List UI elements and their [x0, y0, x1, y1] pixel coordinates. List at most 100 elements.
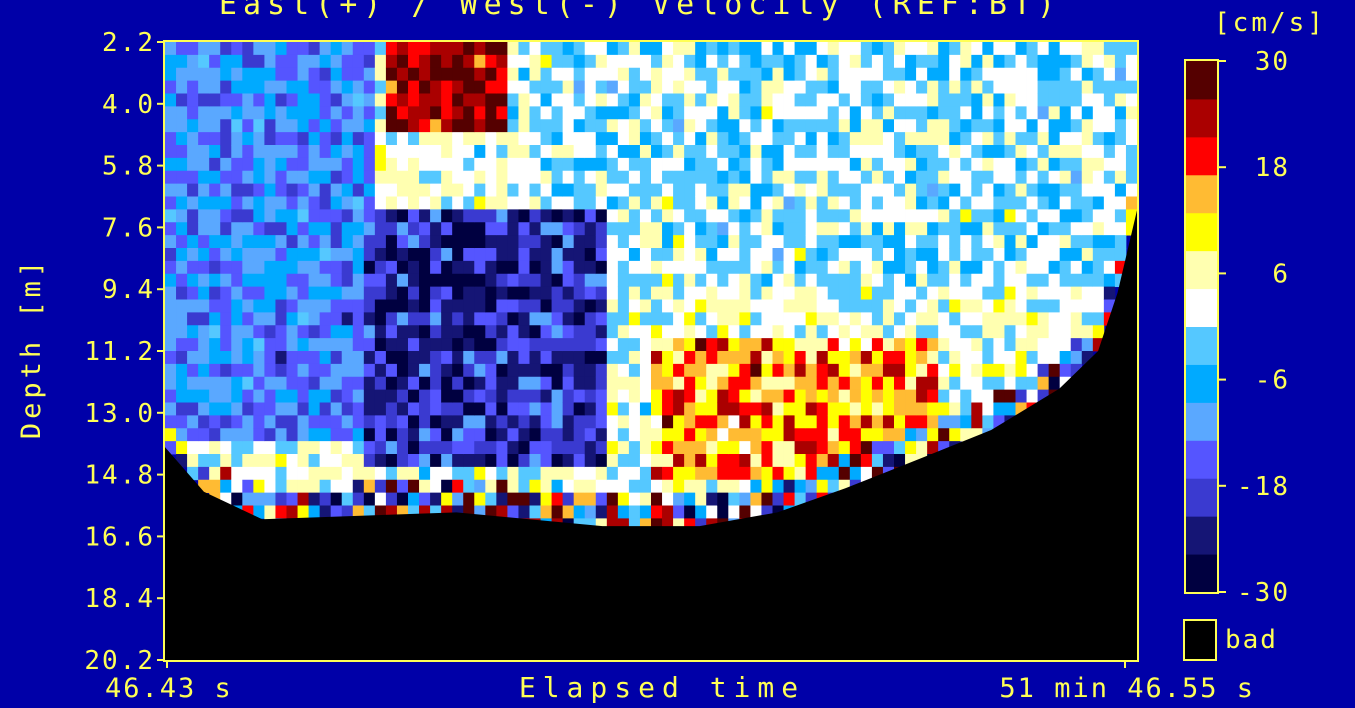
- heatmap-cell: [253, 441, 265, 455]
- heatmap-cell: [805, 479, 818, 494]
- heatmap-cell: [805, 325, 818, 339]
- heatmap-cell: [684, 505, 696, 519]
- heatmap-cell: [1081, 183, 1094, 197]
- heatmap-cell: [573, 67, 586, 82]
- heatmap-cell: [673, 183, 685, 197]
- heatmap-cell: [374, 415, 387, 429]
- heatmap-cell: [717, 67, 729, 82]
- heatmap-cell: [750, 183, 762, 197]
- heatmap-cell: [1026, 222, 1038, 236]
- heatmap-cell: [1015, 119, 1027, 133]
- heatmap-cell: [1048, 235, 1061, 249]
- heatmap-cell: [639, 157, 652, 172]
- heatmap-cell: [1048, 286, 1061, 300]
- heatmap-cell: [960, 183, 972, 197]
- heatmap-cell: [165, 183, 177, 197]
- heatmap-cell: [750, 428, 762, 442]
- heatmap-cell: [319, 106, 332, 120]
- heatmap-cell: [816, 299, 829, 313]
- heatmap-cell: [198, 454, 210, 468]
- heatmap-cell: [794, 119, 807, 133]
- heatmap-cell: [176, 441, 188, 455]
- heatmap-cell: [1125, 42, 1138, 56]
- heatmap-cell: [916, 106, 928, 120]
- heatmap-cell: [485, 196, 497, 210]
- heatmap-cell: [341, 67, 354, 82]
- heatmap-cell: [706, 235, 718, 249]
- heatmap-cell: [507, 209, 519, 223]
- heatmap-cell: [286, 363, 298, 378]
- heatmap-cell: [496, 157, 508, 172]
- heatmap-cell: [474, 454, 486, 468]
- heatmap-cell: [916, 376, 928, 391]
- heatmap-cell: [1015, 183, 1027, 197]
- heatmap-cell: [617, 325, 630, 339]
- heatmap-cell: [441, 505, 453, 519]
- heatmap-cell: [165, 119, 177, 133]
- heatmap-cell: [717, 351, 729, 365]
- heatmap-cell: [1114, 235, 1127, 249]
- heatmap-cell: [441, 312, 453, 326]
- heatmap-cell: [1026, 389, 1038, 403]
- heatmap-cell: [838, 402, 851, 416]
- heatmap-cell: [573, 479, 586, 494]
- heatmap-cell: [938, 67, 950, 82]
- heatmap-cell: [783, 93, 795, 107]
- heatmap-cell: [882, 441, 895, 455]
- heatmap-cell: [176, 132, 188, 146]
- heatmap-cell: [1070, 67, 1083, 82]
- heatmap-cell: [441, 54, 453, 69]
- heatmap-cell: [772, 106, 784, 120]
- heatmap-cell: [474, 170, 486, 185]
- heatmap-cell: [374, 132, 387, 146]
- heatmap-cell: [341, 363, 354, 378]
- heatmap-cell: [529, 42, 541, 56]
- heatmap-cell: [518, 325, 530, 339]
- heatmap-cell: [695, 170, 707, 185]
- heatmap-cell: [551, 235, 564, 249]
- heatmap-cell: [728, 441, 740, 455]
- heatmap-cell: [297, 466, 309, 481]
- heatmap-cell: [1103, 170, 1116, 185]
- heatmap-cell: [982, 132, 994, 146]
- heatmap-cell: [463, 325, 475, 339]
- heatmap-cell: [905, 132, 917, 146]
- heatmap-cell: [927, 54, 939, 69]
- heatmap-cell: [761, 93, 773, 107]
- heatmap-cell: [905, 222, 917, 236]
- heatmap-cell: [363, 389, 376, 403]
- heatmap-cell: [860, 415, 873, 429]
- heatmap-cell: [838, 119, 851, 133]
- heatmap-cell: [916, 389, 928, 403]
- heatmap-cell: [750, 376, 762, 391]
- heatmap-cell: [960, 299, 972, 313]
- heatmap-cell: [209, 196, 221, 210]
- heatmap-cell: [297, 402, 309, 416]
- heatmap-cell: [463, 93, 475, 107]
- heatmap-cell: [673, 80, 685, 94]
- heatmap-cell: [750, 145, 762, 159]
- heatmap-cell: [783, 299, 795, 313]
- heatmap-cell: [827, 145, 840, 159]
- heatmap-cell: [1103, 54, 1116, 69]
- heatmap-cell: [772, 299, 784, 313]
- heatmap-cell: [927, 273, 939, 288]
- heatmap-cell: [849, 54, 862, 69]
- heatmap-cell: [949, 157, 961, 172]
- heatmap-cell: [209, 248, 221, 262]
- heatmap-cell: [209, 54, 221, 69]
- heatmap-cell: [960, 389, 972, 403]
- heatmap-cell: [761, 402, 773, 416]
- heatmap-cell: [882, 248, 895, 262]
- heatmap-cell: [1070, 93, 1083, 107]
- heatmap-cell: [485, 286, 497, 300]
- heatmap-cell: [617, 505, 630, 519]
- heatmap-cell: [176, 209, 188, 223]
- heatmap-cell: [220, 145, 232, 159]
- heatmap-cell: [816, 389, 829, 403]
- heatmap-cell: [673, 132, 685, 146]
- heatmap-cell: [794, 479, 807, 494]
- heatmap-cell: [628, 338, 641, 352]
- heatmap-cell: [750, 312, 762, 326]
- heatmap-cell: [562, 54, 575, 69]
